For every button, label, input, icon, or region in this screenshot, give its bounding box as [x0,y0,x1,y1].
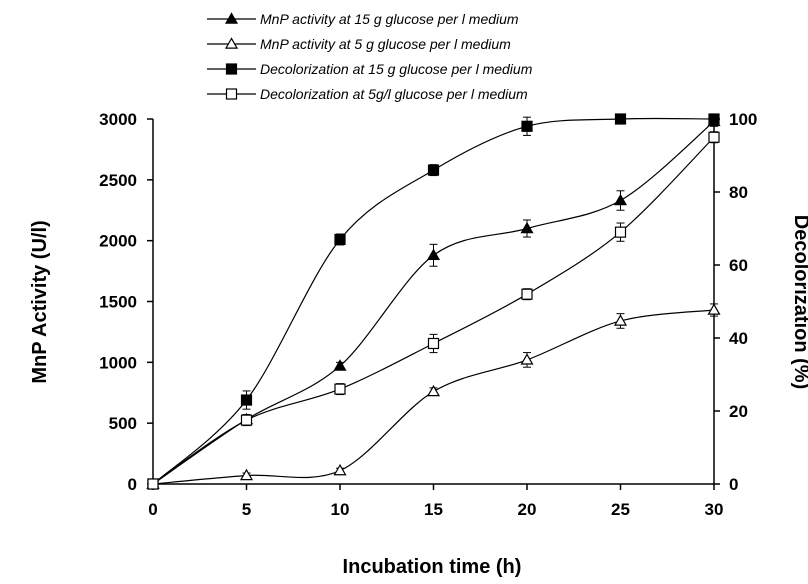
x-tick-label: 20 [518,500,537,519]
y-left-tick-label: 500 [109,414,137,433]
data-point [333,463,347,476]
data-point [520,221,534,234]
x-axis-title: Incubation time (h) [343,556,522,578]
x-tick-label: 25 [611,500,630,519]
data-point [613,314,628,326]
legend-item-3: Decolorization at 15 g glucose per l med… [207,61,533,77]
y-left-tick-label: 1500 [99,293,137,312]
legend-marker [224,37,239,49]
data-point [520,353,534,365]
y-left-tick-label: 2000 [99,232,137,251]
data-point [521,120,533,132]
data-point [614,113,627,125]
data-point [427,164,440,176]
data-point [708,131,720,143]
x-tick-label: 30 [705,500,724,519]
y-right-tick-label: 40 [729,329,748,348]
data-point [521,288,533,300]
y-left-tick-label: 2500 [99,171,137,190]
y-left-tick-label: 1000 [99,353,137,372]
legend-item-4: Decolorization at 5g/l glucose per l med… [207,86,528,102]
data-point [708,113,720,125]
y-right-tick-label: 100 [729,110,757,129]
data-point [239,468,254,481]
y-axis-title-left: MnP Activity (U/l) [29,220,51,383]
x-tick-label: 5 [242,500,251,519]
y-right-tick-label: 60 [729,256,748,275]
y-left-tick-label: 3000 [99,110,137,129]
data-point [707,303,721,315]
y-left-tick-label: 0 [128,475,137,494]
data-point [333,359,347,371]
data-point [147,478,159,490]
y-right-tick-label: 0 [729,475,738,494]
legend-label: Decolorization at 15 g glucose per l med… [260,61,533,77]
y-right-tick-label: 20 [729,402,748,421]
legend-marker [224,12,239,24]
legend-label: MnP activity at 5 g glucose per l medium [260,36,511,52]
axes-group: 0 5 10 15 20 25 30 0 500 1000 1500 2000 2500 3000 0 20 4… [99,110,757,519]
legend-marker [225,63,238,75]
legend-item-2: MnP activity at 5 g glucose per l medium [207,36,511,52]
series-3 [147,113,720,490]
legend: MnP activity at 15 g glucose per l mediu… [207,11,533,102]
series-line [152,136,715,485]
series-2 [146,303,721,489]
legend-marker [225,88,238,100]
legend-label: Decolorization at 5g/l glucose per l med… [260,86,528,102]
x-tick-label: 10 [331,500,350,519]
data-point [334,383,346,395]
series-4 [147,131,720,490]
x-tick-label: 15 [424,500,443,519]
x-tick-label: 0 [148,500,157,519]
data-point [426,248,441,260]
data-point [613,193,628,206]
data-point [426,384,441,397]
data-point [240,414,253,426]
data-point [334,233,346,246]
data-point [427,337,440,350]
legend-item-1: MnP activity at 15 g glucose per l mediu… [207,11,519,27]
data-point [240,394,253,406]
legend-label: MnP activity at 15 g glucose per l mediu… [260,11,519,27]
series-layer [146,113,721,490]
y-right-tick-label: 80 [729,183,748,202]
y-axis-title-right: Decolorization (%) [790,215,808,389]
data-point [614,226,627,238]
